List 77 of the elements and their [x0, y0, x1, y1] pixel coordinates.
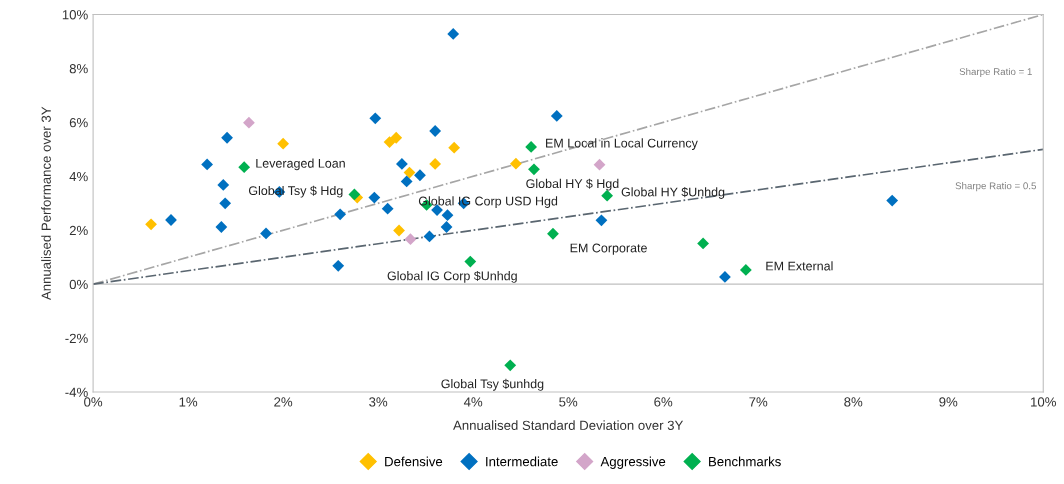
x-tick-label: 1%: [179, 397, 198, 407]
point: [332, 259, 345, 272]
annotation: Global HY $Unhdg: [621, 187, 725, 199]
point: [447, 28, 460, 40]
point: [429, 158, 442, 170]
y-tick-label: -2%: [65, 333, 88, 343]
point: [243, 116, 255, 129]
annotation: EM Local in Local Currency: [546, 138, 698, 150]
y-tick-label: 4%: [69, 171, 88, 182]
x-tick-label: 4%: [463, 397, 483, 407]
annotation: Global IG Corp $Unhdg: [387, 270, 517, 283]
x-tick-label: 2%: [274, 397, 293, 407]
y-tick-label: 2%: [69, 225, 88, 236]
point: [221, 131, 233, 144]
point: [739, 263, 752, 276]
y-tick-label: -4%: [65, 387, 88, 397]
point: [525, 141, 538, 153]
point: [381, 202, 394, 215]
point: [423, 230, 436, 243]
x-tick-label: 3%: [369, 397, 388, 407]
point: [383, 136, 396, 148]
y-axis-title: Annualised Performance over 3Y: [41, 106, 51, 301]
point: [504, 359, 517, 372]
legend-label: Intermediate: [486, 456, 558, 467]
x-tick-label: 6%: [654, 397, 673, 407]
point: [368, 191, 381, 204]
legend-label: Aggressive: [600, 456, 666, 469]
x-tick-label: 0%: [84, 397, 103, 407]
annotation: Global Tsy $unhdg: [441, 378, 544, 391]
point: [697, 237, 709, 250]
y-tick-label: 10%: [62, 10, 88, 20]
point: [886, 194, 899, 207]
point: [440, 221, 453, 233]
point: [145, 218, 157, 231]
y-tick-label: 8%: [69, 64, 88, 74]
point: [593, 158, 606, 171]
annotation: EM Corporate: [570, 243, 647, 255]
x-tick-label: 5%: [559, 397, 578, 407]
annotation: Global HY $ Hgd: [526, 178, 619, 191]
text: Sharpe Ratio = 1: [959, 67, 1032, 77]
point: [528, 163, 540, 176]
point: [201, 158, 214, 171]
point: [448, 141, 461, 154]
point: [595, 214, 608, 227]
point: [219, 197, 232, 210]
x-tick-label: 8%: [844, 397, 863, 407]
x-tick-label: 7%: [749, 397, 768, 407]
point: [277, 137, 290, 150]
point: [404, 233, 417, 246]
point: [464, 255, 477, 268]
legend-label: Benchmarks: [709, 456, 781, 467]
point: [441, 209, 454, 222]
point: [547, 227, 559, 240]
point: [719, 271, 731, 283]
point: [369, 112, 382, 125]
point: [390, 131, 403, 144]
y-tick-label: 0%: [69, 279, 88, 290]
point: [550, 110, 563, 122]
x-tick-label: 9%: [939, 397, 958, 407]
point: [217, 179, 230, 191]
legend-label: Defensive: [385, 456, 443, 467]
point: [414, 169, 426, 182]
point: [238, 161, 251, 174]
point: [260, 227, 272, 240]
point: [510, 157, 522, 170]
x-tick-label: 10%: [1031, 397, 1056, 407]
point: [400, 175, 413, 188]
point: [429, 125, 442, 137]
point: [334, 208, 347, 221]
annotation: EM External: [766, 261, 833, 271]
point: [393, 224, 405, 237]
x-axis-title: Annualised Standard Deviation over 3Y: [453, 420, 684, 430]
point: [396, 158, 408, 170]
annotation: Leveraged Loan: [256, 158, 345, 171]
text: Sharpe Ratio = 0.5: [955, 182, 1037, 192]
point: [215, 221, 228, 233]
y-tick-label: 6%: [69, 117, 88, 128]
